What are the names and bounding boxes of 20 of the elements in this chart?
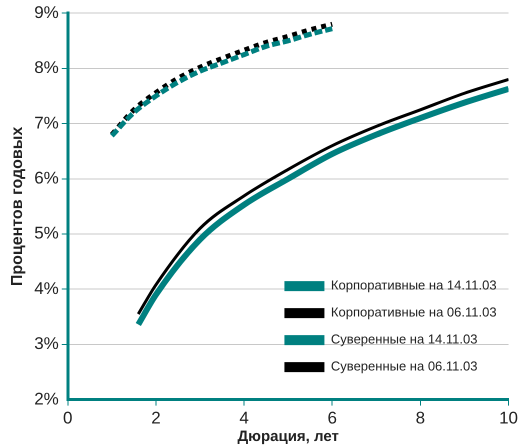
x-axis-title: Дюрация, лет bbox=[237, 428, 339, 446]
y-tick-label: 2% bbox=[34, 389, 59, 408]
legend-label: Корпоративные на 06.11.03 bbox=[330, 304, 497, 320]
y-tick-label: 6% bbox=[34, 168, 59, 188]
x-tick-label: 10 bbox=[499, 408, 518, 428]
x-tick-label: 0 bbox=[63, 408, 73, 428]
x-tick-label: 2 bbox=[151, 408, 161, 428]
y-tick-label: 3% bbox=[34, 334, 59, 354]
x-tick-label: 4 bbox=[239, 408, 249, 428]
legend-label: Корпоративные на 14.11.03 bbox=[330, 278, 497, 293]
y-tick-label: 8% bbox=[34, 58, 59, 78]
x-tick-label: 6 bbox=[328, 408, 337, 428]
y-tick-label: 9% bbox=[34, 2, 59, 22]
y-tick-label: 7% bbox=[34, 113, 59, 132]
legend-label: Суверенные на 14.11.03 bbox=[330, 332, 478, 347]
y-tick-label: 5% bbox=[34, 224, 59, 243]
y-axis-title: Процентов годовых bbox=[9, 126, 26, 286]
legend-label: Суверенные на 06.11.03 bbox=[330, 358, 478, 374]
x-tick-label: 8 bbox=[416, 408, 426, 428]
y-tick-label: 4% bbox=[34, 278, 59, 298]
